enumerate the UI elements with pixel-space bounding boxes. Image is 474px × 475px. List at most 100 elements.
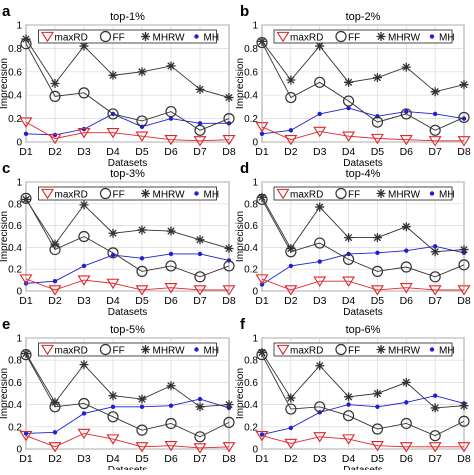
data-point	[52, 278, 58, 284]
y-axis-label: Imprecision	[0, 58, 10, 109]
y-tick-label: 0	[252, 287, 258, 298]
legend-item-MHRW: MHRW	[376, 345, 421, 356]
panel-title: top-4%	[346, 168, 381, 180]
data-point	[342, 434, 356, 445]
y-tick-label: 0	[16, 138, 22, 149]
data-point	[399, 283, 413, 294]
x-tick-label: D8	[222, 146, 236, 158]
panel-title: top-5%	[110, 324, 145, 336]
data-point	[459, 80, 469, 90]
data-point	[399, 442, 413, 453]
data-point	[195, 235, 205, 245]
data-point	[78, 230, 90, 243]
data-point	[457, 136, 471, 147]
x-tick-label: D4	[342, 453, 356, 465]
x-tick-label: D2	[284, 146, 298, 158]
series-FF	[20, 38, 235, 136]
data-point	[404, 248, 409, 253]
y-axis-label: Imprecision	[235, 211, 246, 262]
data-point	[370, 133, 384, 145]
series-line	[261, 395, 465, 436]
x-tick-label: D1	[255, 453, 269, 465]
data-point	[457, 442, 471, 453]
data-point	[344, 77, 354, 87]
data-point	[135, 442, 149, 453]
legend-marker	[141, 345, 150, 354]
y-axis-label: Imprecision	[235, 58, 246, 109]
data-point	[370, 285, 384, 296]
series-MHRW	[257, 347, 469, 413]
data-point	[342, 410, 355, 422]
data-point	[314, 237, 326, 249]
chart-panel-d: d top-4% 0 0.2 0.4 0.6 0.8 1 D1 D2 D3 D4 D5 D6 D7 D8 Dat…	[235, 160, 471, 318]
data-point	[315, 41, 325, 51]
data-point	[108, 391, 118, 401]
data-point	[458, 111, 470, 124]
y-tick-label: 0.6	[244, 67, 258, 78]
legend: maxRD FF MHRW MH	[273, 342, 455, 357]
x-tick-label: D7	[193, 146, 207, 158]
y-tick-label: 0.4	[8, 243, 22, 254]
legend-label: MHRW	[388, 189, 421, 200]
legend-marker	[376, 189, 386, 198]
data-point	[224, 400, 234, 410]
data-point	[81, 126, 87, 132]
x-tick-label: D3	[313, 453, 327, 465]
series-MH	[23, 396, 232, 436]
legend-marker	[429, 191, 435, 196]
data-point	[23, 431, 29, 436]
data-point	[342, 95, 355, 107]
legend-marker	[276, 31, 290, 43]
data-point	[315, 202, 325, 212]
y-tick-label: 0.2	[244, 422, 258, 433]
legend-label: maxRD	[55, 345, 88, 356]
series-line	[25, 398, 230, 434]
data-point	[136, 424, 148, 436]
data-point	[375, 404, 380, 410]
y-tick-label: 0	[252, 138, 258, 149]
y-tick-label: 0.2	[8, 114, 22, 125]
data-point	[168, 251, 174, 257]
series-maxRD	[255, 274, 471, 296]
x-tick-label: D1	[19, 146, 33, 158]
legend-item-maxRD: maxRD	[276, 188, 323, 200]
x-tick-label: D1	[19, 453, 33, 465]
data-point	[107, 108, 119, 120]
legend-marker	[99, 343, 112, 356]
data-point	[255, 431, 269, 442]
series-MHRW	[21, 349, 234, 412]
data-point	[284, 438, 298, 450]
data-point	[106, 434, 120, 445]
data-point	[165, 417, 177, 430]
data-point	[255, 274, 269, 285]
legend-label: maxRD	[290, 189, 323, 200]
y-tick-label: 0.2	[8, 265, 22, 276]
data-point	[195, 84, 205, 94]
legend-label: MHRW	[153, 32, 186, 43]
data-point	[400, 261, 412, 273]
data-point	[432, 111, 438, 117]
series-line	[261, 278, 464, 291]
x-tick-label: D2	[48, 146, 62, 158]
data-point	[429, 430, 441, 442]
y-tick-label: 0	[252, 445, 258, 456]
data-point	[371, 116, 384, 128]
y-tick-label: 1	[16, 334, 22, 345]
legend-item-MH: MH	[194, 345, 219, 356]
panel-letter-e: e	[2, 316, 10, 333]
legend-item-MH: MH	[194, 189, 219, 200]
legend-marker	[41, 344, 54, 356]
data-point	[346, 105, 351, 111]
data-point	[137, 225, 147, 235]
data-point	[288, 425, 294, 431]
data-point	[370, 440, 384, 452]
data-point	[404, 400, 409, 405]
data-point	[342, 276, 356, 287]
y-tick-label: 0.6	[244, 378, 258, 389]
legend-marker	[335, 30, 347, 43]
legend-marker	[141, 32, 150, 41]
y-tick-label: 0.4	[244, 91, 258, 102]
legend-label: MH	[439, 345, 455, 356]
data-point	[317, 259, 322, 264]
x-tick-label: D6	[400, 146, 414, 158]
